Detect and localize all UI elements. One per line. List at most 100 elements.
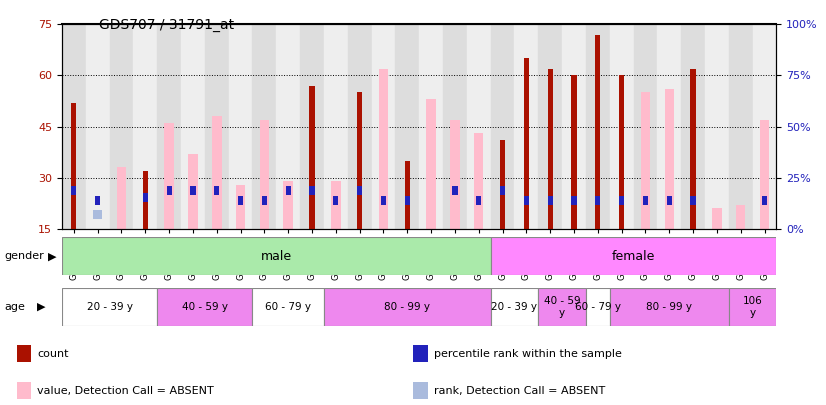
Bar [476,196,482,205]
Bar [539,288,586,326]
Bar [190,186,196,195]
Bar [143,193,148,202]
Bar [262,196,267,205]
Bar [712,208,722,229]
Bar [93,210,102,219]
Bar [752,24,776,229]
Bar [238,196,243,205]
Bar [17,345,31,362]
Bar [164,123,174,229]
Bar [491,24,515,229]
Bar [596,196,601,205]
Bar [62,24,86,229]
Text: 106
y: 106 y [743,296,762,318]
Bar [372,24,396,229]
Bar [643,196,648,205]
Bar [253,288,324,326]
Text: count: count [37,349,69,359]
Bar [286,186,291,195]
Bar [310,186,315,195]
Bar [157,288,253,326]
Bar [539,24,562,229]
Bar [760,120,769,229]
Bar [619,75,624,229]
Bar [610,24,634,229]
Bar [515,24,539,229]
Text: percentile rank within the sample: percentile rank within the sample [434,349,621,359]
Bar [736,205,746,229]
Bar [705,24,729,229]
Bar [443,24,467,229]
Bar [396,24,419,229]
Bar [548,68,553,229]
Bar [596,34,601,229]
Bar [572,75,577,229]
Text: gender: gender [4,252,44,261]
Bar [378,68,388,229]
Bar [610,288,729,326]
Text: 40 - 59
y: 40 - 59 y [544,296,581,318]
Bar [71,186,77,195]
Bar [310,86,315,229]
Bar [253,24,276,229]
Bar [17,382,31,399]
Bar [300,24,324,229]
Text: 40 - 59 y: 40 - 59 y [182,302,228,312]
Bar [357,92,363,229]
Bar [86,24,110,229]
Bar [524,196,529,205]
Bar [381,196,386,205]
Text: 60 - 79 y: 60 - 79 y [575,302,621,312]
Bar [324,24,348,229]
Bar [413,345,428,362]
Bar [405,196,410,205]
Bar [143,171,148,229]
Bar [691,68,695,229]
Bar [762,196,767,205]
Bar [62,288,157,326]
Bar [62,237,491,275]
Bar [586,24,610,229]
Text: female: female [612,249,655,263]
Bar [181,24,205,229]
Text: 80 - 99 y: 80 - 99 y [646,302,692,312]
Bar [634,24,657,229]
Text: rank, Detection Call = ABSENT: rank, Detection Call = ABSENT [434,386,605,396]
Bar [413,382,428,399]
Bar [474,133,483,229]
Text: value, Detection Call = ABSENT: value, Detection Call = ABSENT [37,386,214,396]
Bar [188,154,197,229]
Bar [664,89,674,229]
Bar [259,120,269,229]
Bar [133,24,157,229]
Bar [491,237,776,275]
Bar [157,24,181,229]
Bar [214,186,220,195]
Bar [110,24,133,229]
Bar [572,196,577,205]
Bar [500,140,506,229]
Bar [71,103,77,229]
Bar [586,288,610,326]
Bar [167,186,172,195]
Text: age: age [4,302,25,312]
Bar [331,181,340,229]
Bar [348,24,372,229]
Bar [276,24,300,229]
Bar [641,92,650,229]
Text: 20 - 39 y: 20 - 39 y [87,302,133,312]
Bar [467,24,491,229]
Bar [419,24,443,229]
Bar [116,168,126,229]
Bar [691,196,695,205]
Bar [524,58,529,229]
Bar [235,185,245,229]
Text: ▶: ▶ [48,252,56,261]
Text: GDS707 / 31791_at: GDS707 / 31791_at [99,18,235,32]
Bar [205,24,229,229]
Text: 20 - 39 y: 20 - 39 y [491,302,538,312]
Bar [453,186,458,195]
Bar [450,120,460,229]
Bar [500,186,506,195]
Text: male: male [261,249,292,263]
